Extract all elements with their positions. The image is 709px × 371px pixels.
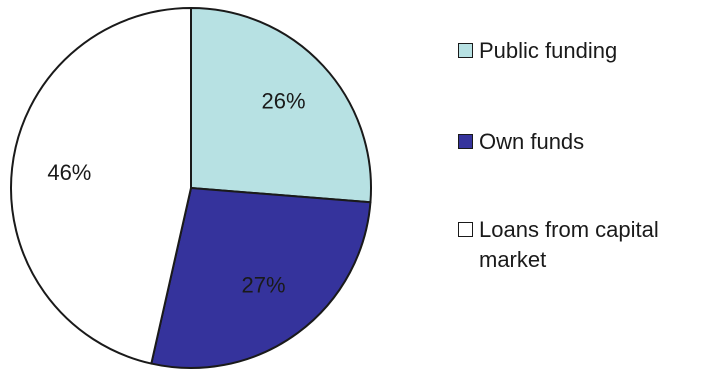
slice-label-public-funding: 26% (262, 88, 306, 113)
legend-swatch-loans (458, 222, 473, 237)
pie-slice-own-funds (150, 187, 372, 369)
legend-label-own-funds: Own funds (479, 129, 585, 154)
pie-slice-loans (10, 7, 192, 365)
legend-item-public-funding: Public funding (458, 36, 617, 66)
legend-label-public-funding: Public funding (479, 38, 618, 63)
legend-label-loans: Loans from capital market (479, 217, 659, 272)
slice-label-own-funds: 27% (242, 272, 286, 297)
legend-swatch-public-funding (458, 43, 473, 58)
legend-item-own-funds: Own funds (458, 127, 584, 157)
legend-item-loans: Loans from capital market (458, 215, 709, 275)
slice-label-loans: 46% (47, 160, 91, 185)
legend-swatch-own-funds (458, 134, 473, 149)
pie-slice-public-funding (190, 7, 372, 204)
